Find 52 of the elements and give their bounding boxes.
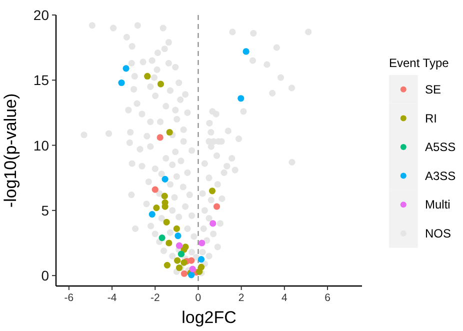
point: [189, 266, 196, 272]
legend-label: RI: [425, 111, 437, 126]
x-tick-label: 4: [282, 292, 288, 304]
y-tick-label: 5: [41, 202, 50, 218]
legend-label: NOS: [425, 226, 452, 240]
point: [242, 48, 250, 55]
point: [144, 72, 151, 80]
point: [188, 257, 195, 264]
y-axis-title: -log10(p-value): [1, 93, 20, 208]
point: [213, 203, 220, 210]
point: [122, 65, 130, 72]
point: [156, 134, 164, 141]
y-tick-label: 10: [33, 137, 50, 154]
legend-label: Multi: [425, 198, 450, 212]
x-tick-label: -2: [150, 292, 160, 304]
point: [157, 80, 164, 88]
point: [153, 204, 160, 212]
point: [198, 240, 206, 246]
point: [158, 234, 166, 242]
point: [173, 225, 180, 232]
point: [164, 262, 170, 268]
legend-label: A3SS: [425, 168, 456, 183]
point: [178, 250, 184, 258]
point: [238, 95, 244, 102]
point: [166, 128, 173, 136]
point: [176, 242, 183, 249]
point: [210, 220, 216, 227]
x-tick-label: -4: [107, 292, 117, 304]
point: [198, 256, 205, 263]
point: [162, 176, 168, 182]
point: [180, 270, 188, 277]
legend-label: SE: [425, 82, 442, 96]
y-tick-label: 15: [33, 72, 50, 88]
x-tick-label: -6: [64, 292, 74, 304]
point: [174, 232, 182, 240]
x-tick-label: 2: [238, 292, 244, 304]
legend-title: Event Type: [389, 56, 450, 70]
point: [161, 192, 168, 200]
point: [174, 257, 181, 264]
x-axis-title: log2FC: [182, 308, 236, 327]
point: [148, 211, 156, 218]
y-tick-label: 0: [41, 268, 50, 284]
x-tick-label: 0: [195, 292, 202, 304]
legend-label: A5SS: [425, 140, 456, 154]
point: [163, 218, 170, 226]
y-tick-label: 20: [33, 7, 50, 23]
point: [208, 188, 216, 194]
point: [152, 186, 158, 193]
point: [180, 259, 188, 266]
x-tick-label: 6: [324, 292, 331, 304]
point: [118, 79, 125, 86]
point: [166, 240, 172, 246]
